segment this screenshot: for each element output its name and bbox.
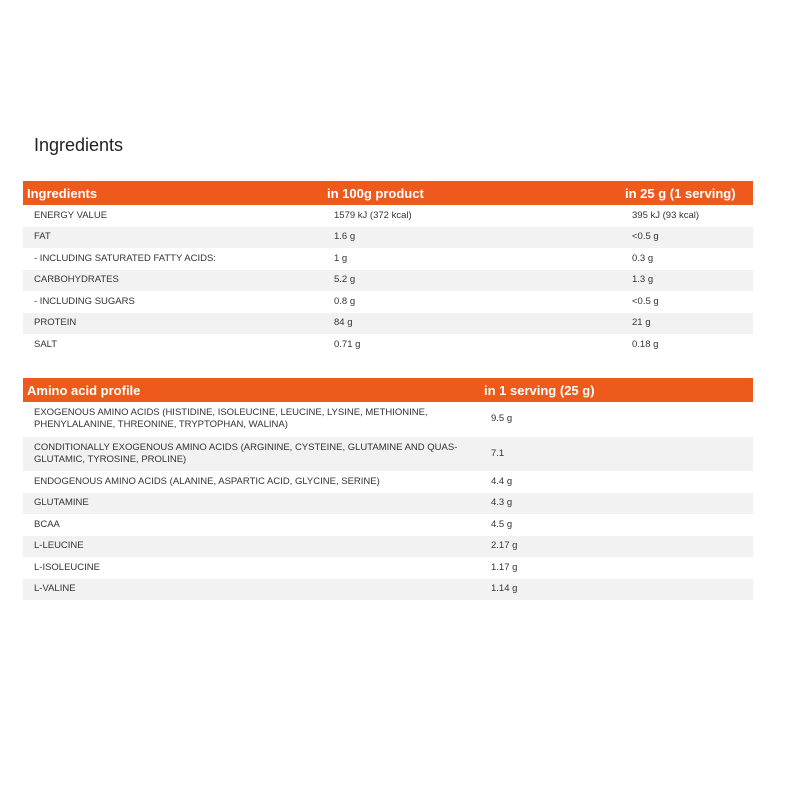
row-label: ENERGY VALUE xyxy=(34,209,108,221)
row-label: CONDITIONALLY EXOGENOUS AMINO ACIDS (ARG… xyxy=(23,436,480,471)
header-per-serving: in 25 g (1 serving) xyxy=(621,181,753,205)
row-label: L-VALINE xyxy=(23,578,480,600)
row-value: 1.17 g xyxy=(491,561,518,573)
row-label: FAT xyxy=(23,226,323,248)
table-row: L-VALINE 1.14 g xyxy=(23,578,753,600)
row-value: 1579 kJ (372 kcal) xyxy=(334,209,412,221)
section-title: Ingredients xyxy=(34,135,124,155)
row-value: 4.3 g xyxy=(480,492,753,514)
header-per-100g: in 100g product xyxy=(323,181,621,205)
table-row: ENERGY VALUE 1579 kJ (372 kcal) 395 kJ (93… xyxy=(23,205,753,227)
table-row: L-ISOLEUCINE 1.17 g xyxy=(23,557,753,579)
row-label: - INCLUDING SATURATED FATTY ACIDS: xyxy=(34,252,216,264)
row-value: 0.3 g xyxy=(632,252,654,264)
row-value: <0.5 g xyxy=(621,226,753,248)
row-value: 4.5 g xyxy=(491,518,513,530)
table-row: BCAA 4.5 g xyxy=(23,514,753,536)
row-label: GLUTAMINE xyxy=(23,492,480,514)
row-value: 0.18 g xyxy=(632,338,659,350)
row-label: L-LEUCINE xyxy=(23,535,480,557)
table-row: - INCLUDING SATURATED FATTY ACIDS: 1 g 0.3… xyxy=(23,248,753,270)
table-row: - INCLUDING SUGARS 0.8 g <0.5 g xyxy=(23,291,753,313)
table-row: FAT 1.6 g <0.5 g xyxy=(23,226,753,248)
row-value: 0.71 g xyxy=(334,338,361,350)
table-row: CONDITIONALLY EXOGENOUS AMINO ACIDS (ARG… xyxy=(23,436,753,471)
table-row: EXOGENOUS AMINO ACIDS (HISTIDINE, ISOLEU… xyxy=(23,402,753,437)
row-value: 1.3 g xyxy=(621,269,753,291)
table-row: PROTEIN 84 g 21 g xyxy=(23,312,753,334)
row-label: CARBOHYDRATES xyxy=(23,269,323,291)
row-value: 1.6 g xyxy=(323,226,621,248)
nutrition-table: Ingredients in 100g product in 25 g (1 s… xyxy=(23,181,753,356)
table-row: L-LEUCINE 2.17 g xyxy=(23,535,753,557)
header-ingredients: Ingredients xyxy=(23,181,323,205)
row-value: 7.1 xyxy=(480,436,753,471)
row-label: BCAA xyxy=(34,518,60,530)
row-value: 2.17 g xyxy=(480,535,753,557)
table-header: Ingredients in 100g product in 25 g (1 s… xyxy=(23,181,753,205)
table-row: ENDOGENOUS AMINO ACIDS (ALANINE, ASPARTI… xyxy=(23,471,753,493)
table-row: SALT 0.71 g 0.18 g xyxy=(23,334,753,356)
table-row: GLUTAMINE 4.3 g xyxy=(23,492,753,514)
row-value: 9.5 g xyxy=(491,413,513,425)
row-value: 1.14 g xyxy=(480,578,753,600)
row-value: 0.8 g xyxy=(334,295,356,307)
row-label: L-ISOLEUCINE xyxy=(34,561,100,573)
header-amino-profile: Amino acid profile xyxy=(23,378,480,402)
row-label: PROTEIN xyxy=(23,312,323,334)
row-value: 1 g xyxy=(334,252,348,264)
table-header: Amino acid profile in 1 serving (25 g) xyxy=(23,378,753,402)
row-value: 4.4 g xyxy=(491,475,513,487)
row-value: 395 kJ (93 kcal) xyxy=(632,209,700,221)
row-label: ENDOGENOUS AMINO ACIDS (ALANINE, ASPARTI… xyxy=(34,475,380,487)
row-label: EXOGENOUS AMINO ACIDS (HISTIDINE, ISOLEU… xyxy=(34,407,428,431)
header-per-serving: in 1 serving (25 g) xyxy=(480,378,753,402)
row-value: <0.5 g xyxy=(632,295,659,307)
row-label: - INCLUDING SUGARS xyxy=(34,295,135,307)
row-value: 5.2 g xyxy=(323,269,621,291)
row-value: 84 g xyxy=(323,312,621,334)
row-label: SALT xyxy=(34,338,58,350)
amino-acid-table: Amino acid profile in 1 serving (25 g) E… xyxy=(23,378,753,600)
row-value: 21 g xyxy=(621,312,753,334)
table-row: CARBOHYDRATES 5.2 g 1.3 g xyxy=(23,269,753,291)
